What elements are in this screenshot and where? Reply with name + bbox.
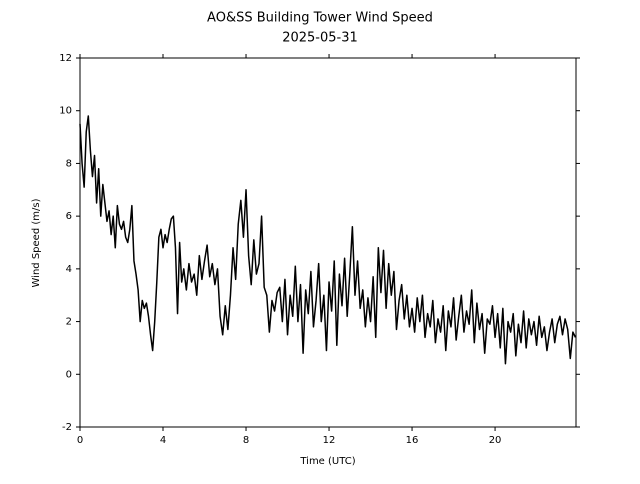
y-tick-label: 2	[66, 317, 72, 328]
y-tick-label: 8	[66, 158, 72, 169]
y-tick-label: 12	[59, 53, 72, 64]
x-tick-label: 8	[243, 435, 249, 446]
y-tick-label: 6	[66, 211, 72, 222]
x-tick-label: 4	[160, 435, 166, 446]
x-tick-label: 0	[77, 435, 83, 446]
x-tick-label: 16	[406, 435, 419, 446]
y-tick-label: 4	[66, 264, 72, 275]
y-tick-label: 10	[59, 106, 72, 117]
x-axis-label: Time (UTC)	[299, 456, 355, 467]
y-axis-label: Wind Speed (m/s)	[31, 198, 42, 287]
x-tick-label: 12	[323, 435, 336, 446]
chart-title: AO&SS Building Tower Wind Speed	[207, 11, 433, 26]
chart-subtitle: 2025-05-31	[282, 31, 358, 46]
line	[79, 115, 577, 365]
y-tick-label: 0	[66, 369, 72, 380]
plot-frame	[79, 57, 577, 428]
x-tick-label: 20	[489, 435, 502, 446]
y-tick-label: -2	[62, 422, 72, 433]
